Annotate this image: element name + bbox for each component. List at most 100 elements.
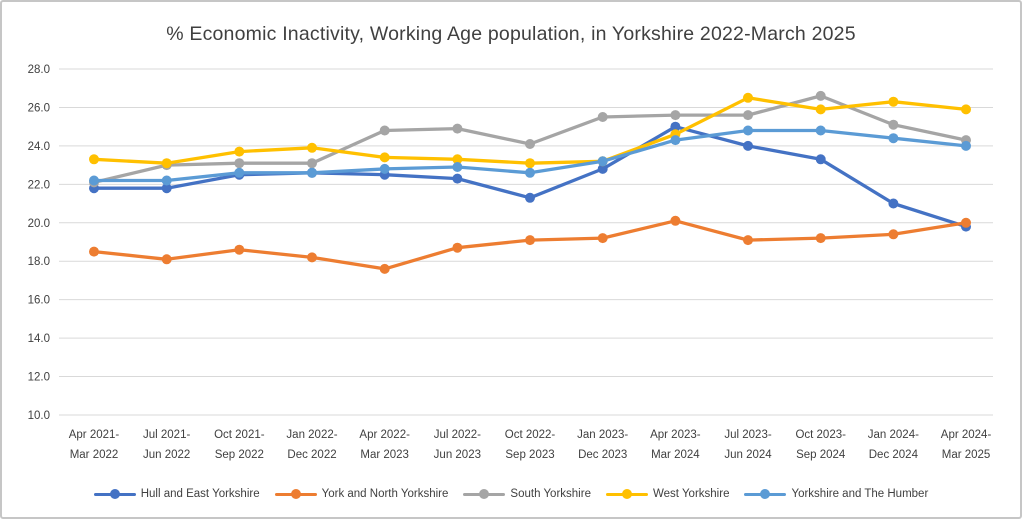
data-point: [888, 133, 899, 144]
legend-item-hull-and-east-yorkshire: Hull and East Yorkshire: [93, 488, 260, 500]
data-point: [670, 215, 681, 226]
data-point: [452, 162, 463, 172]
x-tick-label: Apr 2021-Mar 2022: [69, 429, 120, 461]
legend-item-yorkshire-and-the-humber: Yorkshire and The Humber: [744, 488, 928, 500]
data-point: [379, 163, 390, 174]
y-tick-label: 16.0: [28, 295, 50, 307]
data-point: [597, 233, 608, 244]
data-point: [597, 112, 608, 122]
series-yorkshire-and-the-humber: [89, 125, 971, 186]
data-point: [597, 156, 608, 167]
x-tick-label: Apr 2022-Mar 2023: [359, 429, 410, 461]
data-point: [961, 104, 971, 115]
x-tick-label: Jul 2021-Jun 2022: [143, 429, 190, 461]
data-point: [670, 121, 681, 132]
legend-item-west-yorkshire: West Yorkshire: [605, 488, 730, 500]
y-tick-label: 10.0: [28, 410, 50, 422]
y-tick-label: 20.0: [28, 218, 50, 230]
x-tick-label: Oct 2021-Sep 2022: [214, 429, 265, 461]
legend-dot-icon: [621, 489, 632, 499]
data-point: [888, 96, 899, 107]
series-south-yorkshire: [89, 90, 971, 188]
data-point: [307, 158, 317, 169]
legend-dot-icon: [109, 489, 120, 499]
legend-label: Yorkshire and The Humber: [791, 488, 929, 500]
data-point: [161, 254, 172, 265]
x-tick-label: Apr 2023-Mar 2024: [650, 429, 701, 461]
data-point: [525, 235, 535, 246]
data-point: [670, 110, 681, 121]
legend-line-marker-icon: [463, 489, 506, 499]
data-point: [161, 183, 172, 194]
y-tick-label: 24.0: [28, 141, 50, 153]
data-point: [961, 217, 971, 228]
x-tick-label: Jul 2022-Jun 2023: [434, 429, 481, 461]
data-point: [161, 175, 172, 186]
data-point: [743, 110, 753, 121]
data-point: [525, 167, 535, 178]
data-point: [89, 175, 99, 186]
data-point: [525, 139, 535, 149]
legend-line-marker-icon: [744, 489, 787, 499]
data-point: [743, 140, 753, 151]
legend-dot-icon: [479, 489, 490, 499]
data-point: [597, 163, 608, 174]
data-point: [307, 252, 317, 263]
legend-line-marker-icon: [274, 489, 317, 499]
legend-item-south-yorkshire: South Yorkshire: [463, 488, 591, 500]
legend-line-marker-icon: [93, 489, 136, 499]
data-point: [234, 167, 245, 178]
data-point: [452, 154, 463, 165]
data-point: [888, 198, 899, 209]
x-tick-label: Jan 2023-Dec 2023: [577, 429, 628, 461]
data-point: [743, 125, 753, 136]
data-point: [234, 158, 245, 169]
legend-line-marker-icon: [605, 489, 648, 499]
data-point: [452, 123, 463, 134]
y-tick-label: 28.0: [28, 64, 50, 76]
data-point: [234, 244, 245, 255]
legend-label: Hull and East Yorkshire: [140, 488, 260, 500]
x-tick-label: Oct 2022-Sep 2023: [505, 429, 556, 461]
legend-item-york-and-north-yorkshire: York and North Yorkshire: [274, 488, 449, 500]
data-point: [961, 140, 971, 151]
y-tick-label: 14.0: [28, 333, 50, 345]
x-tick-label: Jan 2022-Dec 2022: [286, 429, 337, 461]
data-point: [89, 246, 99, 257]
x-tick-label: Apr 2024-Mar 2025: [941, 429, 992, 461]
data-point: [525, 158, 535, 169]
chart-title: % Economic Inactivity, Working Age popul…: [166, 23, 856, 45]
data-point: [888, 119, 899, 130]
legend-label: West Yorkshire: [652, 488, 730, 500]
data-point: [670, 135, 681, 146]
data-point: [815, 90, 826, 101]
data-point: [307, 142, 317, 153]
gridlines: [59, 68, 993, 416]
chart-legend: Hull and East Yorkshire York and North Yo…: [2, 482, 1020, 506]
data-point: [379, 152, 390, 163]
data-point: [525, 192, 535, 203]
y-tick-label: 22.0: [28, 179, 50, 191]
data-point: [888, 229, 899, 240]
data-point: [452, 242, 463, 253]
y-tick-label: 18.0: [28, 256, 50, 268]
legend-dot-icon: [290, 489, 301, 499]
data-point: [234, 146, 245, 157]
legend-label: York and North Yorkshire: [321, 488, 449, 500]
data-point: [815, 233, 826, 244]
x-tick-label: Jul 2023-Jun 2024: [724, 429, 772, 461]
data-point: [815, 154, 826, 165]
y-tick-label: 12.0: [28, 372, 50, 384]
legend-dot-icon: [760, 489, 771, 499]
line-chart-plot: 28.0 26.0 24.0 22.0 20.0 18.0 16.0 14.0 12.0 10.0…: [28, 64, 993, 461]
data-point: [379, 125, 390, 136]
legend-label: South Yorkshire: [510, 488, 591, 500]
data-point: [815, 104, 826, 115]
data-point: [452, 173, 463, 184]
x-tick-label: Oct 2023-Sep 2024: [795, 429, 846, 461]
series-york-and-north-yorkshire: [89, 215, 971, 274]
x-axis-tick-labels: Apr 2021-Mar 2022 Jul 2021-Jun 2022 Oct 20…: [69, 429, 992, 461]
y-axis-tick-labels: 28.0 26.0 24.0 22.0 20.0 18.0 16.0 14.0 12.0 10.0: [28, 64, 50, 422]
data-point: [815, 125, 826, 136]
